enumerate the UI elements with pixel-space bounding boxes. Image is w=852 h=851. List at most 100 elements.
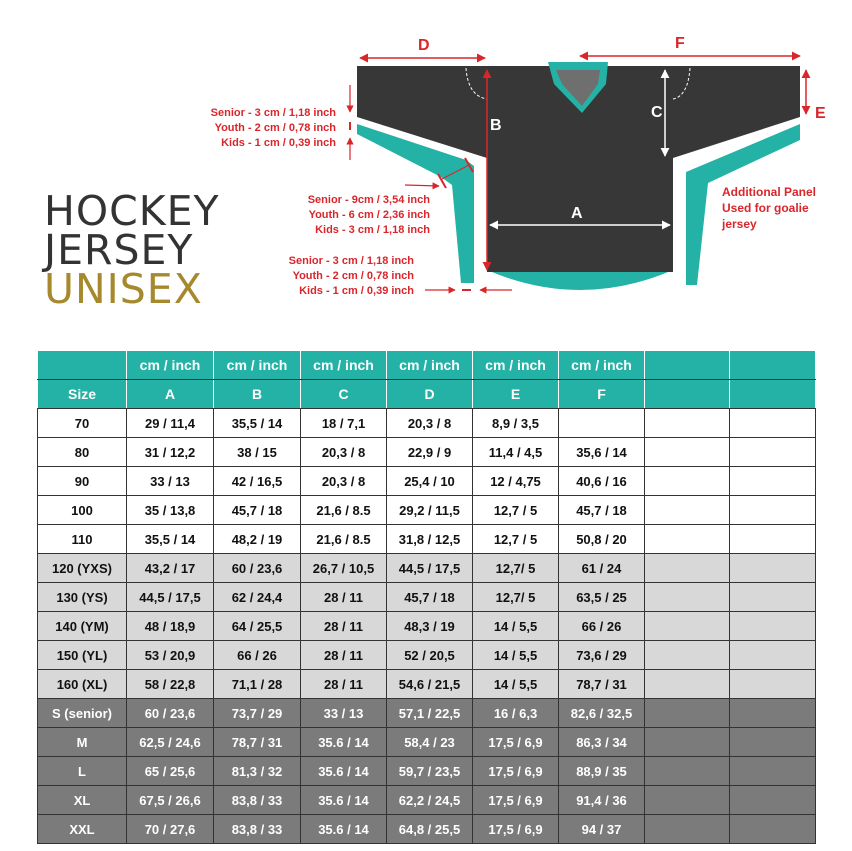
size-table: cm / inch cm / inch cm / inch cm / inch cm /… [37, 350, 816, 844]
table-cell: 14 / 5,5 [472, 669, 559, 699]
table-cell: 66 / 26 [558, 611, 645, 641]
table-cell: 26,7 / 10,5 [300, 553, 387, 583]
note-line: Senior - 3 cm / 1,18 inch [210, 107, 336, 119]
table-cell: 94 / 37 [558, 814, 645, 844]
table-cell: E [472, 379, 559, 409]
table-row: 80 31 / 12,2 38 / 15 20,3 / 8 22,9 / 9 11,4 /… [37, 437, 816, 467]
table-cell: cm / inch [300, 350, 387, 380]
table-cell: 66 / 26 [213, 640, 301, 670]
size-cell: S (senior) [37, 698, 127, 728]
size-cell: 70 [37, 408, 127, 438]
size-cell: 150 (YL) [37, 640, 127, 670]
table-cell: cm / inch [126, 350, 214, 380]
table-row: 140 (YM) 48 / 18,9 64 / 25,5 28 / 11 48,3 / … [37, 611, 816, 641]
table-cell: 28 / 11 [300, 669, 387, 699]
table-cell: 33 / 13 [126, 466, 214, 496]
table-cell: 54,6 / 21,5 [386, 669, 473, 699]
table-cell: 35,5 / 14 [213, 408, 301, 438]
table-cell: 18 / 7,1 [300, 408, 387, 438]
table-cell: 21,6 / 8.5 [300, 524, 387, 554]
table-cell: 86,3 / 34 [558, 727, 645, 757]
table-cell: 60 / 23,6 [213, 553, 301, 583]
table-row: 110 35,5 / 14 48,2 / 19 21,6 / 8.5 31,8 / 12… [37, 524, 816, 554]
size-cell: 100 [37, 495, 127, 525]
table-cell: 50,8 / 20 [558, 524, 645, 554]
table-cell: 62,5 / 24,6 [126, 727, 214, 757]
size-cell: L [37, 756, 127, 786]
table-cell: 78,7 / 31 [558, 669, 645, 699]
table-cell [644, 350, 730, 380]
table-cell: 78,7 / 31 [213, 727, 301, 757]
table-cell: cm / inch [558, 350, 645, 380]
table-cell: 58,4 / 23 [386, 727, 473, 757]
table-cell [558, 408, 645, 438]
table-cell: 63,5 / 25 [558, 582, 645, 612]
table-cell: 45,7 / 18 [213, 495, 301, 525]
right-side-panel [686, 124, 800, 285]
note-panel-bottom: Senior - 3 cm / 1,18 inch Youth - 2 cm /… [289, 254, 414, 299]
size-cell: M [37, 727, 127, 757]
label-b: B [490, 117, 502, 134]
note-line: Kids - 1 cm / 0,39 inch [299, 285, 414, 297]
table-cell: 64 / 25,5 [213, 611, 301, 641]
table-cell [729, 466, 816, 496]
note-line: Youth - 2 cm / 0,78 inch [292, 270, 414, 282]
title-unisex: UNISEX [44, 265, 203, 313]
size-cell: 160 (XL) [37, 669, 127, 699]
jersey-diagram [346, 51, 811, 294]
note-cuff: Senior - 3 cm / 1,18 inch Youth - 2 cm /… [211, 106, 336, 151]
table-cell: A [126, 379, 214, 409]
table-cell: 28 / 11 [300, 582, 387, 612]
table-cell [729, 785, 816, 815]
table-cell [644, 727, 730, 757]
table-cell: 83,8 / 33 [213, 785, 301, 815]
table-cell: 25,4 / 10 [386, 466, 473, 496]
table-cell: F [558, 379, 645, 409]
table-cell: 21,6 / 8.5 [300, 495, 387, 525]
table-cell: 20,3 / 8 [386, 408, 473, 438]
table-row: XXL 70 / 27,6 83,8 / 33 35.6 / 14 64,8 / 25,… [37, 814, 816, 844]
table-cell [644, 524, 730, 554]
table-cell: 12,7/ 5 [472, 553, 559, 583]
table-cell: 12,7 / 5 [472, 524, 559, 554]
table-cell: 73,7 / 29 [213, 698, 301, 728]
table-cell: 29 / 11,4 [126, 408, 214, 438]
table-cell: 35.6 / 14 [300, 727, 387, 757]
note-line: Senior - 3 cm / 1,18 inch [288, 255, 414, 267]
table-cell: C [300, 379, 387, 409]
table-cell: 28 / 11 [300, 640, 387, 670]
table-cell [729, 495, 816, 525]
table-cell: 28 / 11 [300, 611, 387, 641]
size-cell: 80 [37, 437, 127, 467]
left-side-panel [357, 124, 474, 283]
table-cell [729, 756, 816, 786]
table-cell: 35.6 / 14 [300, 814, 387, 844]
table-row: 90 33 / 13 42 / 16,5 20,3 / 8 25,4 / 10 12 / … [37, 466, 816, 496]
note-line: Additional Panel [722, 185, 817, 199]
table-row: 70 29 / 11,4 35,5 / 14 18 / 7,1 20,3 / 8 8,9 … [37, 408, 816, 438]
size-cell: 90 [37, 466, 127, 496]
table-row: 160 (XL) 58 / 22,8 71,1 / 28 28 / 11 54,6 / … [37, 669, 816, 699]
table-cell: 14 / 5,5 [472, 611, 559, 641]
table-cell [644, 495, 730, 525]
table-cell: 40,6 / 16 [558, 466, 645, 496]
table-cell: 17,5 / 6,9 [472, 756, 559, 786]
table-cell: 42 / 16,5 [213, 466, 301, 496]
table-cell [729, 553, 816, 583]
table-cell: 58 / 22,8 [126, 669, 214, 699]
jersey-body [357, 66, 800, 272]
note-line: Kids - 1 cm / 0,39 inch [221, 137, 336, 149]
table-cell: 59,7 / 23,5 [386, 756, 473, 786]
note-additional-panel: Additional Panel Used for goalie jersey [722, 184, 816, 232]
table-cell: 14 / 5,5 [472, 640, 559, 670]
table-cell: 52 / 20,5 [386, 640, 473, 670]
table-cell: 22,9 / 9 [386, 437, 473, 467]
table-cell [729, 350, 816, 380]
table-cell [644, 785, 730, 815]
table-cell [729, 611, 816, 641]
note-line: Youth - 2 cm / 0,78 inch [214, 122, 336, 134]
size-cell: XL [37, 785, 127, 815]
table-cell: 44,5 / 17,5 [386, 553, 473, 583]
table-cell: 35.6 / 14 [300, 785, 387, 815]
table-cell: 57,1 / 22,5 [386, 698, 473, 728]
